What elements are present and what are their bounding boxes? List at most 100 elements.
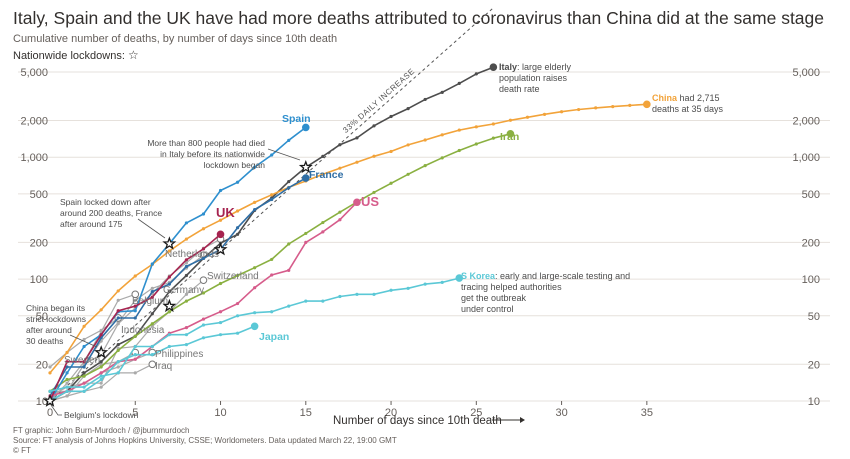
data-point-japan [150,353,154,357]
data-point-japan [82,389,86,393]
data-point-s-korea [82,385,86,389]
data-point-iran [491,136,495,140]
data-point-iran [235,273,240,278]
data-point-germany [116,320,120,325]
data-point-france [301,174,310,182]
series-s-korea [48,274,464,393]
y-tick-label-right: 100 [802,274,820,286]
data-point-france [82,365,86,369]
data-point-us [201,317,206,321]
data-point-s-korea [423,282,427,286]
data-point-switzerland [184,292,189,296]
annotation-spain-france-lockdown-line: Spain locked down after [60,197,151,207]
data-point-belgium [65,381,69,385]
data-point-china [48,371,52,375]
data-point-japan [133,353,137,357]
data-point-us [287,268,291,272]
data-point-spain [301,123,310,132]
data-point-italy [287,179,291,184]
data-point-france [270,197,274,202]
lockdown-star [94,345,109,359]
y-tick-label-left: 20 [36,359,48,371]
y-tick-label-right: 1,000 [792,152,820,164]
data-point-s-korea [455,274,464,282]
data-point-belgium [131,290,140,299]
data-point-iran [253,266,257,270]
data-point-japan [116,360,120,364]
data-point-china [82,324,86,328]
data-point-s-korea [253,311,257,315]
data-point-iraq [65,394,69,398]
footer-credit: FT graphic: John Burn-Murdoch / @jburnmu… [13,426,190,435]
data-point-iran [116,348,120,353]
data-point-us [353,198,361,207]
x-tick-label: 0 [47,407,53,419]
series-note-s-korea: : early and large-scale testing and [495,271,630,281]
series-note-china: deaths at 35 days [652,104,724,114]
data-point-belgium [116,298,120,302]
data-point-italy [338,143,342,147]
data-point-italy [406,107,410,111]
x-tick-label: 25 [470,407,482,419]
series-labels: Spain France UK US Iran Japan Netherlands Germa… [64,62,724,372]
data-point-uk [99,333,103,337]
series-line-china [49,103,647,374]
series-uk [48,230,225,403]
annotation-china-lockdown-line: China began its [26,303,85,313]
data-point-iran [457,148,461,153]
y-tick-label-right: 2,000 [792,116,820,128]
series-us [48,198,361,398]
data-point-france [116,316,120,320]
data-point-iran [65,377,69,382]
series-line-belgium [49,293,136,402]
series-label-uk: UK [216,205,235,220]
data-point-china [116,289,120,293]
data-point-japan [167,344,171,349]
y-tick-label-left: 500 [30,189,48,201]
data-point-italy [82,371,86,375]
data-point-italy [457,81,461,85]
data-point-switzerland [199,276,208,284]
data-point-china [457,128,461,132]
x-axis-label: Number of days since 10th death [333,415,502,427]
annotation-china-lockdown-line: after around [26,325,72,335]
data-point-italy [167,289,171,294]
annotation-spain-france-lockdown-line: after around 175 [60,219,123,229]
data-point-uk [184,258,189,262]
data-point-iran [287,242,291,246]
footer: FT graphic: John Burn-Murdoch / @jburnmu… [13,426,397,456]
series-japan [48,322,259,403]
data-point-s-korea [201,323,206,327]
data-point-italy [440,90,444,94]
data-point-switzerland [150,324,154,328]
series-name-china: China [652,93,678,103]
data-point-s-korea [218,320,223,325]
data-point-s-korea [150,344,154,349]
data-point-indonesia [48,365,52,369]
data-point-iran [423,164,427,168]
data-point-s-korea [167,333,171,337]
data-point-italy [489,63,498,71]
x-axis-arrowhead [520,417,525,423]
series-label-iran: Iran [500,131,519,143]
data-point-iran [184,299,189,303]
annotation-leader [69,334,98,348]
data-point-s-korea [321,299,325,303]
grid-lines [18,71,830,402]
data-point-us [218,310,223,314]
data-point-italy [474,72,478,76]
data-point-china [525,115,530,119]
data-point-china [372,154,376,158]
data-point-iran [218,281,223,286]
y-tick-label-left: 100 [30,274,48,286]
data-point-spain [253,165,257,169]
data-point-iran [82,374,86,378]
data-point-china [133,274,137,278]
lockdown-legend: Nationwide lockdowns: ☆ [13,48,139,62]
data-point-us [270,273,274,277]
data-point-iraq [133,371,137,375]
data-point-philippines [116,365,120,369]
x-tick-label: 20 [385,407,397,419]
annotation-china-lockdown-line: 30 deaths [26,336,63,346]
